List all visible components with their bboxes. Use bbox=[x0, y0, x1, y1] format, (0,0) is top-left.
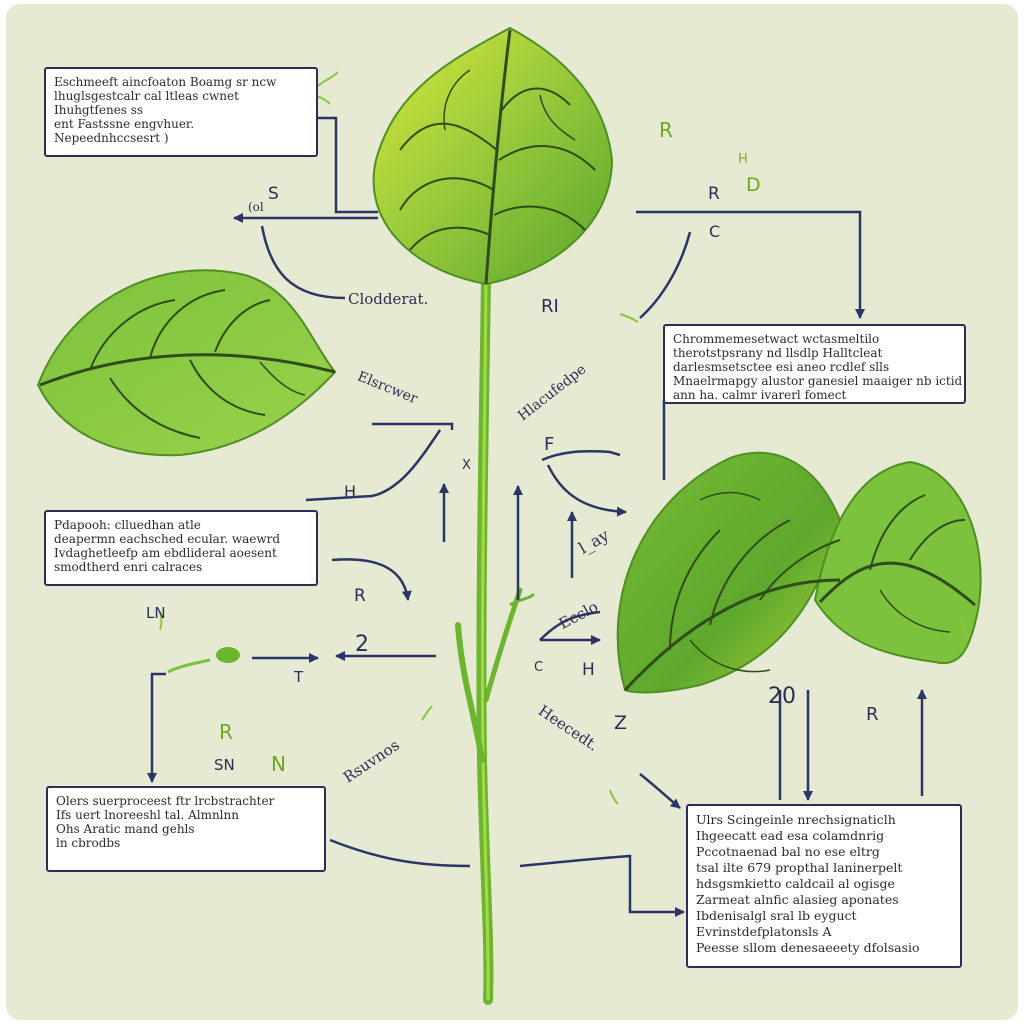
box-line: hdsgsmkietto caldcail al ogisge bbox=[696, 876, 895, 891]
box-line: Zarmeat alnfic alasieg aponates bbox=[696, 892, 899, 907]
label-cloccrat: Clodderat. bbox=[348, 290, 429, 308]
label-at-top: (ol bbox=[248, 200, 264, 214]
box-line: Ivdaghetleefp am ebdlideral aoesent bbox=[54, 546, 277, 560]
box-line: Pdapooh: clluedhan atle bbox=[54, 518, 201, 532]
label-r-green: R bbox=[659, 118, 673, 142]
label-two: 2 bbox=[355, 632, 369, 657]
label-r-mid: R bbox=[354, 586, 366, 606]
box-line: Olers suerproceest ftr lrcbstrachter bbox=[56, 794, 275, 808]
label-r-low-right: R bbox=[866, 704, 879, 725]
label-sn: SN bbox=[214, 756, 235, 774]
box-line: ann ha. calmr ivarerl fomect bbox=[673, 388, 847, 402]
box-line: ent Fastssne engvhuer. bbox=[54, 117, 195, 131]
label-c-small: C bbox=[534, 660, 544, 675]
box-line: Ihgeecatt ead esa colamdnrig bbox=[696, 828, 885, 843]
box-line: Pccotnaenad bal no ese eltrg bbox=[696, 844, 880, 859]
box-line: Ihuhgtfenes ss bbox=[54, 103, 144, 117]
label-z: Z bbox=[614, 712, 628, 734]
box-line: Eschmeeft aincfoaton Boamg sr ncw bbox=[54, 75, 277, 89]
label-t: T bbox=[294, 668, 304, 686]
plant-stem bbox=[167, 275, 536, 1005]
text-box-mid-right: Chrommemesetwact wctasmeltilo therotstps… bbox=[663, 324, 966, 404]
text-box-mid-left: Pdapooh: clluedhan atle deapermn eachsch… bbox=[44, 510, 318, 586]
right-leaf-pair bbox=[616, 451, 982, 694]
box-line: smodtherd enri calraces bbox=[54, 560, 203, 574]
left-leaf bbox=[36, 269, 337, 457]
label-hnecd: Heecedt. bbox=[535, 700, 609, 755]
box-line: Ohs Aratic mand gehls bbox=[56, 822, 195, 836]
label-twenty: 20 bbox=[768, 684, 796, 709]
label-c-right: C bbox=[709, 222, 721, 241]
box-line: darlesmsetsctee esi aneo rcdlef slls bbox=[673, 360, 890, 374]
text-box-bottom-left: Olers suerproceest ftr lrcbstrachter Ifs… bbox=[46, 786, 326, 872]
label-n-green: N bbox=[271, 752, 286, 776]
box-line: Ulrs Scingeinle nrechsignaticlh bbox=[696, 812, 896, 827]
box-line: Peesse sllom denesaeeety dfolsasio bbox=[696, 940, 920, 955]
label-h-left: H bbox=[344, 482, 357, 501]
label-r-right: R bbox=[708, 184, 720, 204]
box-line: Ibdenisalgl sral lb eyguct bbox=[696, 908, 857, 923]
box-line: Mnaelrmapgy alustor ganesiel maaiger nb … bbox=[673, 374, 963, 388]
box-line: ln cbrodbs bbox=[56, 836, 121, 850]
box-line: Chrommemesetwact wctasmeltilo bbox=[673, 332, 880, 346]
label-ri-center: RI bbox=[541, 296, 559, 317]
label-l-curl: l_ay bbox=[575, 525, 612, 559]
label-h-green: H bbox=[738, 152, 748, 167]
box-line: Ifs uert lnoreeshl tal. Almnlnn bbox=[56, 808, 239, 822]
label-h-right: H bbox=[582, 660, 595, 680]
label-d-green: D bbox=[746, 174, 761, 196]
label-r-green-low: R bbox=[219, 720, 233, 744]
box-line: lhuglsgestcalr cal ltleas cwnet bbox=[54, 89, 239, 103]
label-ecclo: Ecclo bbox=[556, 598, 602, 634]
box-line: therotstpsrany nd llsdlp Halltcleat bbox=[673, 346, 883, 360]
box-line: tsal ilte 679 propthal laninerpelt bbox=[696, 860, 903, 875]
label-s-top: S bbox=[268, 184, 279, 204]
top-leaf bbox=[372, 26, 614, 286]
label-x-stem: X bbox=[462, 458, 471, 473]
text-box-bottom-right: Ulrs Scingeinle nrechsignaticlh Ihgeecat… bbox=[686, 804, 962, 968]
text-box-top-left: Eschmeeft aincfoaton Boamg sr ncw lhugls… bbox=[44, 67, 318, 157]
label-f-center: F bbox=[544, 434, 555, 455]
label-rsuvnos: Rsuvnos bbox=[340, 736, 409, 788]
box-line: Evrinstdefplatonsls A bbox=[696, 924, 832, 939]
box-line: deapermn eachsched ecular. waewrd bbox=[54, 532, 281, 546]
label-ln: LN bbox=[146, 604, 166, 622]
connector-arrows bbox=[147, 116, 927, 917]
label-elsrcw: Elsrcwer bbox=[355, 368, 421, 408]
box-line: Nepeednhccsesrt ) bbox=[54, 131, 169, 145]
label-haweudpe: Hlacufedpe bbox=[515, 361, 602, 426]
